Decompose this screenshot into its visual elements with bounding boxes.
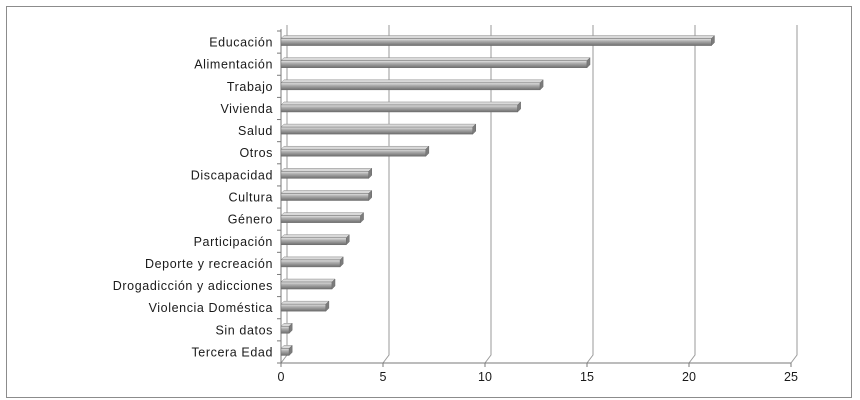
category-label: Violencia Doméstica: [149, 301, 273, 315]
bar: [280, 123, 477, 135]
gridline-10: [484, 25, 492, 364]
x-tick-labels: 0 5 10 15 20 25: [278, 370, 798, 384]
category-label: Salud: [238, 124, 273, 138]
gridline-5: [382, 25, 390, 364]
chart-frame: Educación Alimentación Trabajo Vivienda Salu…: [6, 6, 852, 398]
gridline-15: [586, 25, 594, 364]
bar: [280, 278, 336, 290]
x-tick-label: 0: [278, 370, 285, 384]
bar: [280, 34, 716, 47]
bar: [280, 189, 373, 202]
bar: [280, 234, 350, 246]
category-label: Discapacidad: [191, 168, 273, 182]
bars: [280, 34, 716, 357]
category-label: Participación: [194, 235, 273, 249]
x-tick-label: 5: [380, 370, 387, 384]
category-label: Otros: [239, 146, 273, 160]
bar: [280, 167, 373, 179]
category-label: Tercera Edad: [191, 345, 273, 359]
bar: [280, 145, 430, 157]
bar: [280, 101, 522, 113]
category-labels: Educación Alimentación Trabajo Vivienda Salu…: [113, 36, 273, 360]
category-label: Alimentación: [194, 58, 273, 72]
category-label: Educación: [209, 36, 273, 50]
category-label: Género: [228, 213, 273, 227]
category-label: Deporte y recreación: [145, 257, 273, 271]
bar: [280, 300, 330, 312]
category-label: Sin datos: [215, 323, 273, 337]
gridline-20: [688, 25, 696, 364]
bar-chart: Educación Alimentación Trabajo Vivienda Salu…: [113, 25, 798, 384]
x-tick-label: 25: [784, 370, 798, 384]
category-label: Drogadicción y adicciones: [113, 279, 273, 293]
gridline-25: [790, 25, 798, 364]
bar: [280, 79, 544, 91]
x-tick-label: 10: [478, 370, 492, 384]
bar: [280, 256, 344, 268]
bar: [280, 212, 365, 224]
category-label: Cultura: [229, 191, 274, 205]
x-tick-label: 15: [580, 370, 594, 384]
bar: [280, 322, 293, 334]
bar: [280, 57, 591, 69]
category-label: Vivienda: [220, 102, 273, 116]
x-tick-label: 20: [682, 370, 696, 384]
category-label: Trabajo: [227, 80, 273, 94]
bar: [280, 344, 293, 357]
